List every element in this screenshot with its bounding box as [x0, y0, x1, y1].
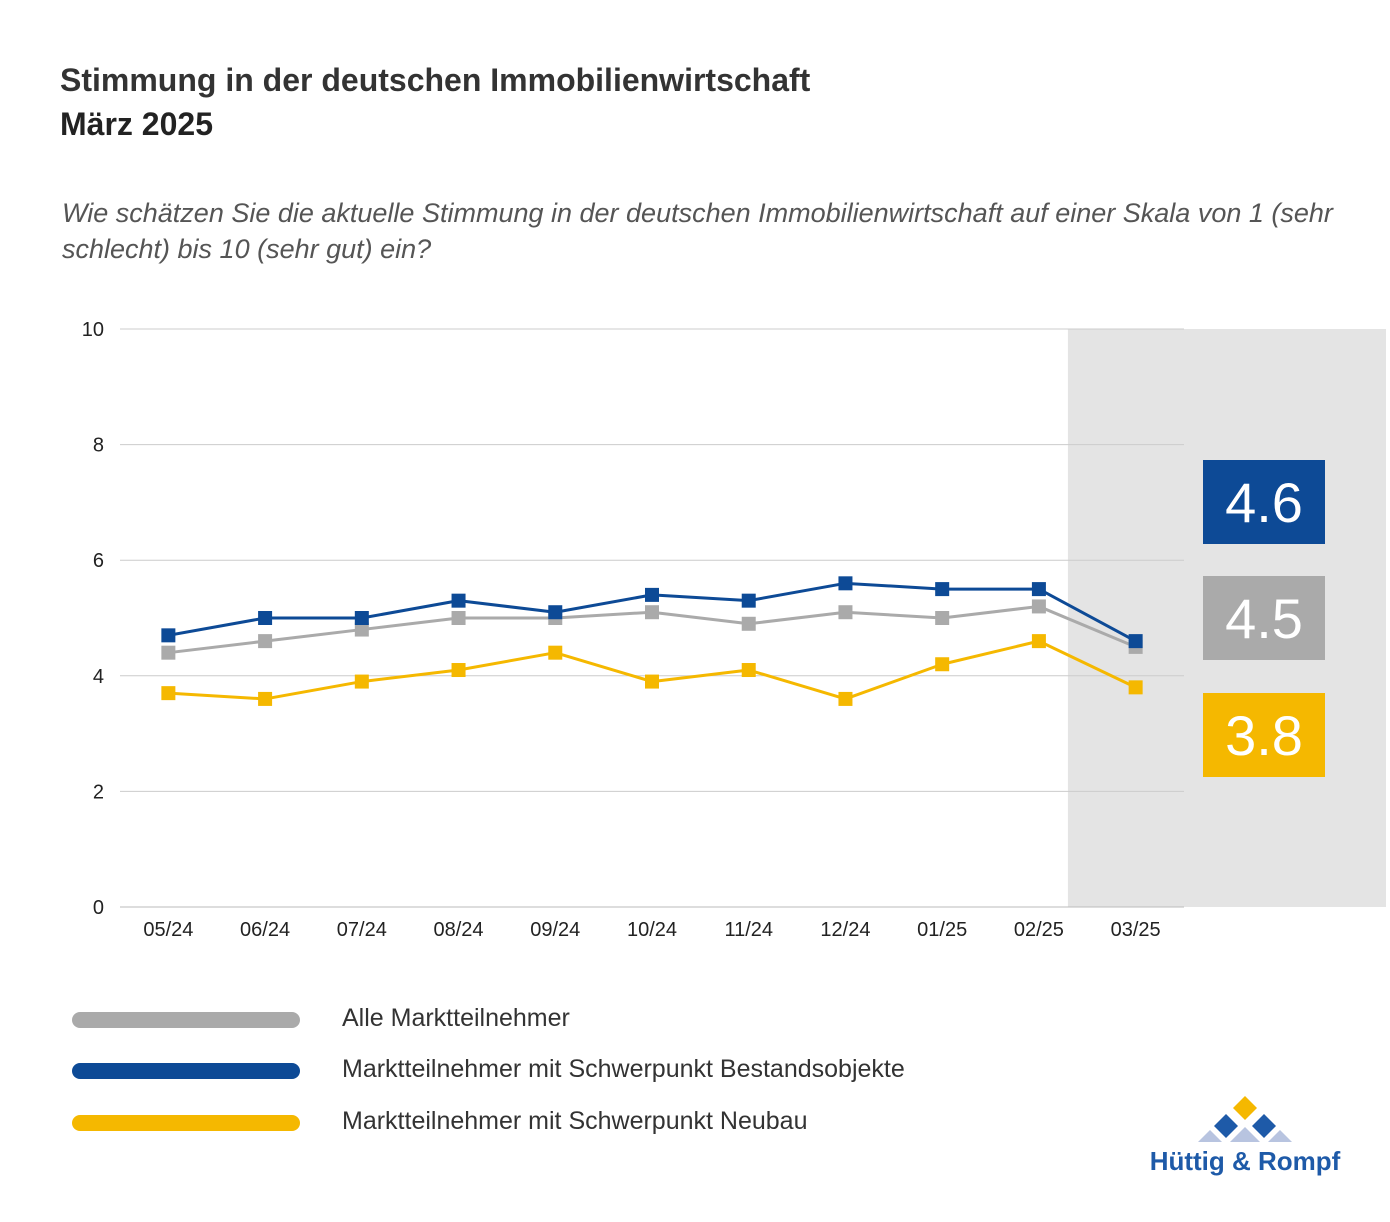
x-tick-label: 09/24	[530, 919, 580, 941]
legend-swatch	[72, 1115, 300, 1131]
data-point	[258, 691, 273, 706]
value-box-label: 4.5	[1225, 587, 1303, 650]
data-point	[838, 691, 853, 706]
data-point	[451, 593, 466, 608]
value-box-label: 4.6	[1225, 471, 1303, 534]
data-point	[645, 587, 659, 602]
chart-subtitle: März 2025	[60, 106, 213, 142]
legend-label: Marktteilnehmer mit Schwerpunkt Bestands…	[342, 1055, 905, 1083]
legend-swatch	[72, 1012, 300, 1028]
data-point	[354, 611, 369, 625]
data-point	[1031, 599, 1046, 614]
x-tick-label: 10/24	[627, 919, 677, 941]
data-point	[548, 645, 563, 660]
data-point	[838, 605, 853, 620]
x-tick-label: 03/25	[1111, 919, 1161, 941]
x-tick-label: 05/24	[143, 919, 193, 941]
data-point	[1128, 634, 1143, 649]
x-tick-label: 12/24	[820, 919, 870, 941]
logo-text: Hüttig & Rompf	[1149, 1146, 1341, 1176]
data-point	[451, 663, 466, 678]
y-tick-label: 8	[93, 435, 104, 457]
data-point	[1031, 634, 1046, 649]
data-point	[161, 645, 176, 660]
data-point	[161, 686, 176, 701]
x-tick-label: 11/24	[724, 919, 773, 941]
data-point	[645, 674, 659, 689]
series-line	[168, 639, 1137, 701]
value-box: 4.5	[1203, 576, 1325, 660]
y-tick-label: 10	[82, 319, 104, 341]
data-point	[451, 611, 466, 625]
value-box: 4.6	[1203, 460, 1325, 544]
data-point	[741, 593, 756, 608]
x-tick-label: 01/25	[917, 919, 967, 941]
survey-question: Wie schätzen Sie die aktuelle Stimmung i…	[62, 198, 1333, 264]
y-tick-label: 2	[93, 781, 104, 803]
line-chart: 0 2 4 6 8 10 05/24 06/24 07/24 08/24 09/24 10/24 11/…	[82, 319, 1386, 941]
logo-diamonds-icon	[1198, 1096, 1292, 1142]
x-tick-label: 08/24	[434, 919, 484, 941]
value-box-bg	[1203, 693, 1325, 777]
y-tick-label: 0	[93, 897, 104, 919]
data-point	[1031, 582, 1046, 597]
data-point	[741, 616, 756, 631]
data-point	[161, 628, 176, 643]
data-point	[548, 605, 563, 620]
chart-title: Stimmung in der deutschen Immobilienwirt…	[60, 62, 811, 98]
data-point	[935, 582, 950, 597]
value-box-bg	[1203, 576, 1325, 660]
x-tick-label: 07/24	[337, 919, 387, 941]
data-point	[935, 657, 950, 672]
data-point	[258, 611, 273, 625]
legend-item-bestand: Marktteilnehmer mit Schwerpunkt Bestands…	[72, 1051, 972, 1091]
data-point	[645, 605, 659, 620]
y-tick-label: 6	[93, 550, 104, 572]
legend-label: Marktteilnehmer mit Schwerpunkt Neubau	[342, 1107, 808, 1135]
x-tick-label: 02/25	[1014, 919, 1064, 941]
data-point	[935, 611, 950, 625]
company-logo: Hüttig & Rompf	[1138, 1094, 1352, 1184]
value-box-bg	[1203, 460, 1325, 544]
value-box: 3.8	[1203, 693, 1325, 777]
data-point	[1128, 680, 1143, 695]
data-point	[838, 576, 853, 591]
value-box-label: 3.8	[1225, 704, 1303, 767]
legend-label: Alle Marktteilnehmer	[342, 1004, 570, 1032]
data-point	[354, 622, 369, 637]
y-tick-label: 4	[93, 666, 104, 688]
legend-item-alle: Alle Marktteilnehmer	[72, 1000, 972, 1040]
legend-swatch	[72, 1063, 300, 1079]
data-point	[354, 674, 369, 689]
x-tick-label: 06/24	[240, 919, 290, 941]
data-point	[741, 663, 756, 678]
data-point	[258, 634, 273, 649]
legend-item-neubau: Marktteilnehmer mit Schwerpunkt Neubau	[72, 1103, 972, 1143]
